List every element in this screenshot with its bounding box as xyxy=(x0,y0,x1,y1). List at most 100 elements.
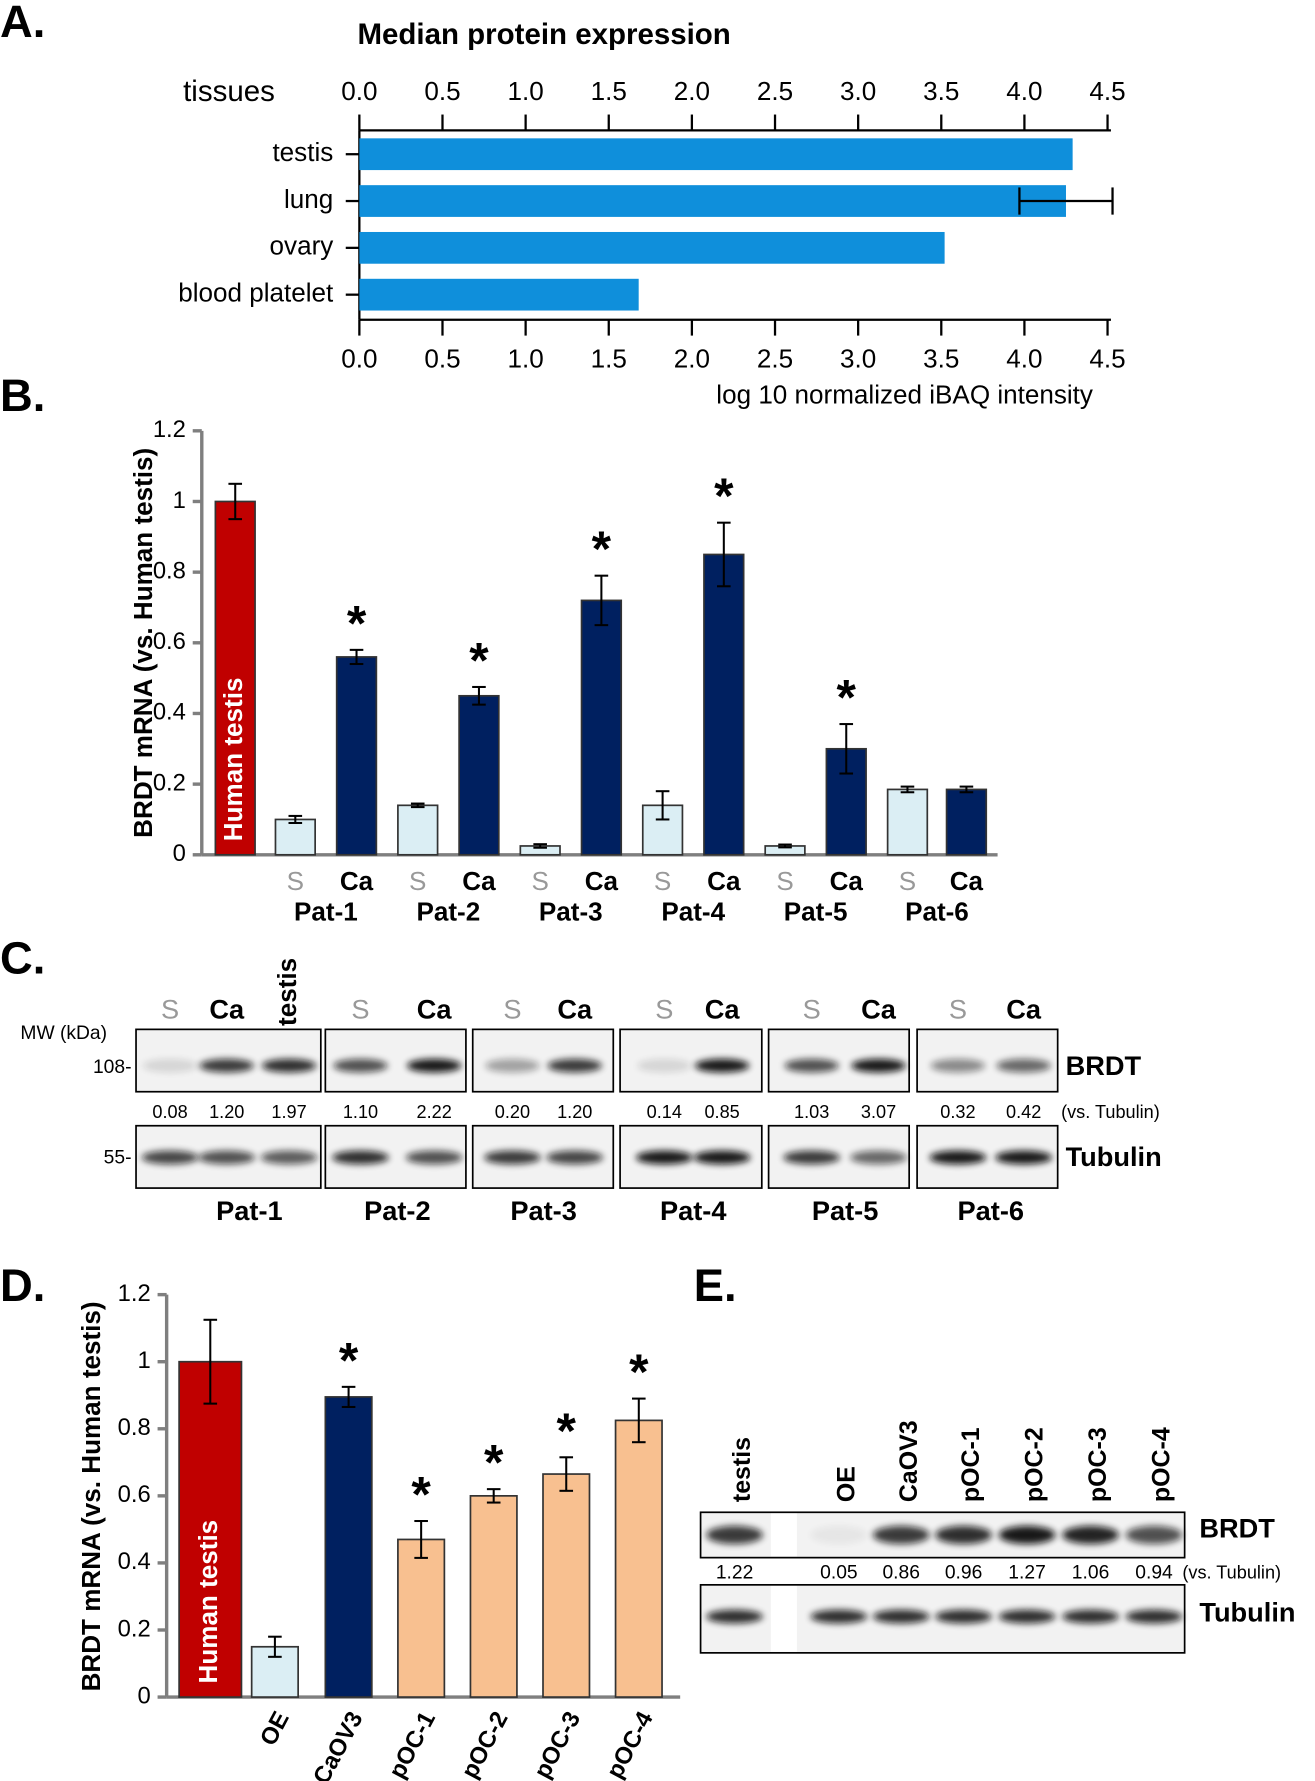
lane-label: OE xyxy=(833,1466,861,1502)
blot-band xyxy=(850,1150,907,1165)
error-bar xyxy=(414,1519,428,1559)
x-tick-label: Ca xyxy=(340,866,374,896)
lane-label: CaOV3 xyxy=(895,1420,923,1502)
blot-gap xyxy=(770,1585,797,1652)
blot-band xyxy=(996,1058,1051,1073)
x-tick-label: 0.0 xyxy=(341,343,377,373)
blot-band xyxy=(872,1609,930,1624)
error-bar xyxy=(472,685,486,706)
x-tick-label: 1.5 xyxy=(591,76,627,106)
panel-letter: D. xyxy=(0,1260,45,1311)
significance-mark: * xyxy=(339,1332,359,1388)
blot-band xyxy=(872,1525,930,1545)
y-tick-label: 0.4 xyxy=(118,1548,151,1575)
blot-band xyxy=(930,1058,986,1073)
x-tick-label: 0.5 xyxy=(424,343,460,373)
error-bar xyxy=(533,843,547,849)
lane-label: testis xyxy=(728,1437,756,1502)
mw-marker: 55- xyxy=(104,1148,132,1169)
error-bar xyxy=(717,521,731,588)
lane-label: Ca xyxy=(209,993,245,1024)
y-tick-label: 0.6 xyxy=(118,1481,151,1508)
lane-label: pOC-4 xyxy=(1148,1427,1176,1502)
blot-frame xyxy=(619,1028,763,1093)
y-tick-label: blood platelet xyxy=(178,278,334,308)
bar xyxy=(324,1396,373,1698)
group-label: Pat-4 xyxy=(660,1195,726,1226)
error-bar xyxy=(203,1318,218,1405)
error-bar xyxy=(839,723,854,775)
blot-band xyxy=(998,1525,1056,1545)
blot-band xyxy=(199,1058,254,1073)
x-tick-label: S xyxy=(899,866,916,896)
group-label: Pat-6 xyxy=(905,897,969,927)
quant-value: 1.20 xyxy=(209,1102,244,1122)
y-tick-label: 0.4 xyxy=(153,699,186,726)
significance-mark: * xyxy=(557,1403,577,1459)
protein-label: BRDT xyxy=(1066,1050,1142,1081)
bar xyxy=(335,656,378,856)
x-tick-label: pOC-4 xyxy=(601,1707,659,1781)
quant-value: 0.94 xyxy=(1135,1563,1173,1584)
blot-band xyxy=(1062,1609,1119,1624)
lane-label: S xyxy=(949,993,967,1024)
significance-mark: * xyxy=(592,521,612,577)
bar xyxy=(359,138,1073,171)
error-bar xyxy=(959,785,974,794)
blot-band xyxy=(784,1058,839,1073)
lane-label: Ca xyxy=(1006,993,1042,1024)
quant-value: 0.05 xyxy=(820,1563,857,1584)
y-tick-label: 1.2 xyxy=(118,1280,151,1307)
quant-unit: (vs. Tubulin) xyxy=(1182,1562,1281,1582)
quant-value: 0.86 xyxy=(882,1563,920,1584)
blot-band xyxy=(935,1609,992,1624)
x-tick-label: S xyxy=(654,866,671,896)
bar xyxy=(703,553,745,856)
y-axis-label: BRDT mRNA (vs. Human testis) xyxy=(76,1301,106,1691)
x-tick-label: 3.0 xyxy=(840,343,876,373)
blot-band xyxy=(198,1150,256,1165)
bar xyxy=(359,231,945,264)
error-bar xyxy=(559,1456,574,1492)
error-bar xyxy=(228,482,243,521)
blot-gap xyxy=(770,1513,797,1557)
quant-unit: (vs. Tubulin) xyxy=(1061,1102,1160,1122)
blot-band xyxy=(1062,1525,1119,1545)
bar xyxy=(397,804,439,856)
lane-label: pOC-2 xyxy=(1021,1427,1049,1502)
significance-mark: * xyxy=(469,632,489,688)
group-label: Pat-1 xyxy=(216,1195,282,1226)
blot-band xyxy=(546,1150,604,1165)
panel-letter: E. xyxy=(694,1260,737,1311)
bar-label: Human testis xyxy=(193,1520,223,1684)
x-tick-label: pOC-1 xyxy=(384,1707,441,1781)
group-label: Pat-2 xyxy=(364,1195,430,1226)
x-tick-label: 4.0 xyxy=(1006,343,1042,373)
quant-value: 1.10 xyxy=(343,1102,378,1122)
x-axis-label: log 10 normalized iBAQ intensity xyxy=(716,380,1093,410)
y-tick-label: 1 xyxy=(173,487,186,514)
blot-band xyxy=(929,1150,987,1165)
x-tick-label: 3.5 xyxy=(923,76,959,106)
x-tick-label: Ca xyxy=(950,866,984,896)
x-tick-label: S xyxy=(287,866,304,896)
x-tick-label: 2.0 xyxy=(674,76,710,106)
protein-label: Tubulin xyxy=(1066,1141,1162,1172)
bar xyxy=(178,1360,243,1698)
group-label: Pat-5 xyxy=(812,1195,878,1226)
error-bar xyxy=(900,785,915,794)
y-tick-label: 0.2 xyxy=(153,769,186,796)
x-tick-label: S xyxy=(531,866,548,896)
quant-value: 1.22 xyxy=(716,1563,753,1584)
quant-value: 0.42 xyxy=(1006,1102,1041,1122)
y-tick-label: 0.8 xyxy=(118,1414,151,1441)
bar xyxy=(542,1473,591,1698)
group-label: Pat-3 xyxy=(539,897,603,927)
lane-label: testis xyxy=(272,958,302,1026)
lane-label: Ca xyxy=(557,993,593,1024)
blot-band xyxy=(995,1150,1052,1165)
x-tick-label: pOC-3 xyxy=(529,1707,586,1781)
blot-band xyxy=(810,1525,868,1545)
panel-letter: C. xyxy=(0,932,45,983)
blot-band xyxy=(141,1150,199,1165)
